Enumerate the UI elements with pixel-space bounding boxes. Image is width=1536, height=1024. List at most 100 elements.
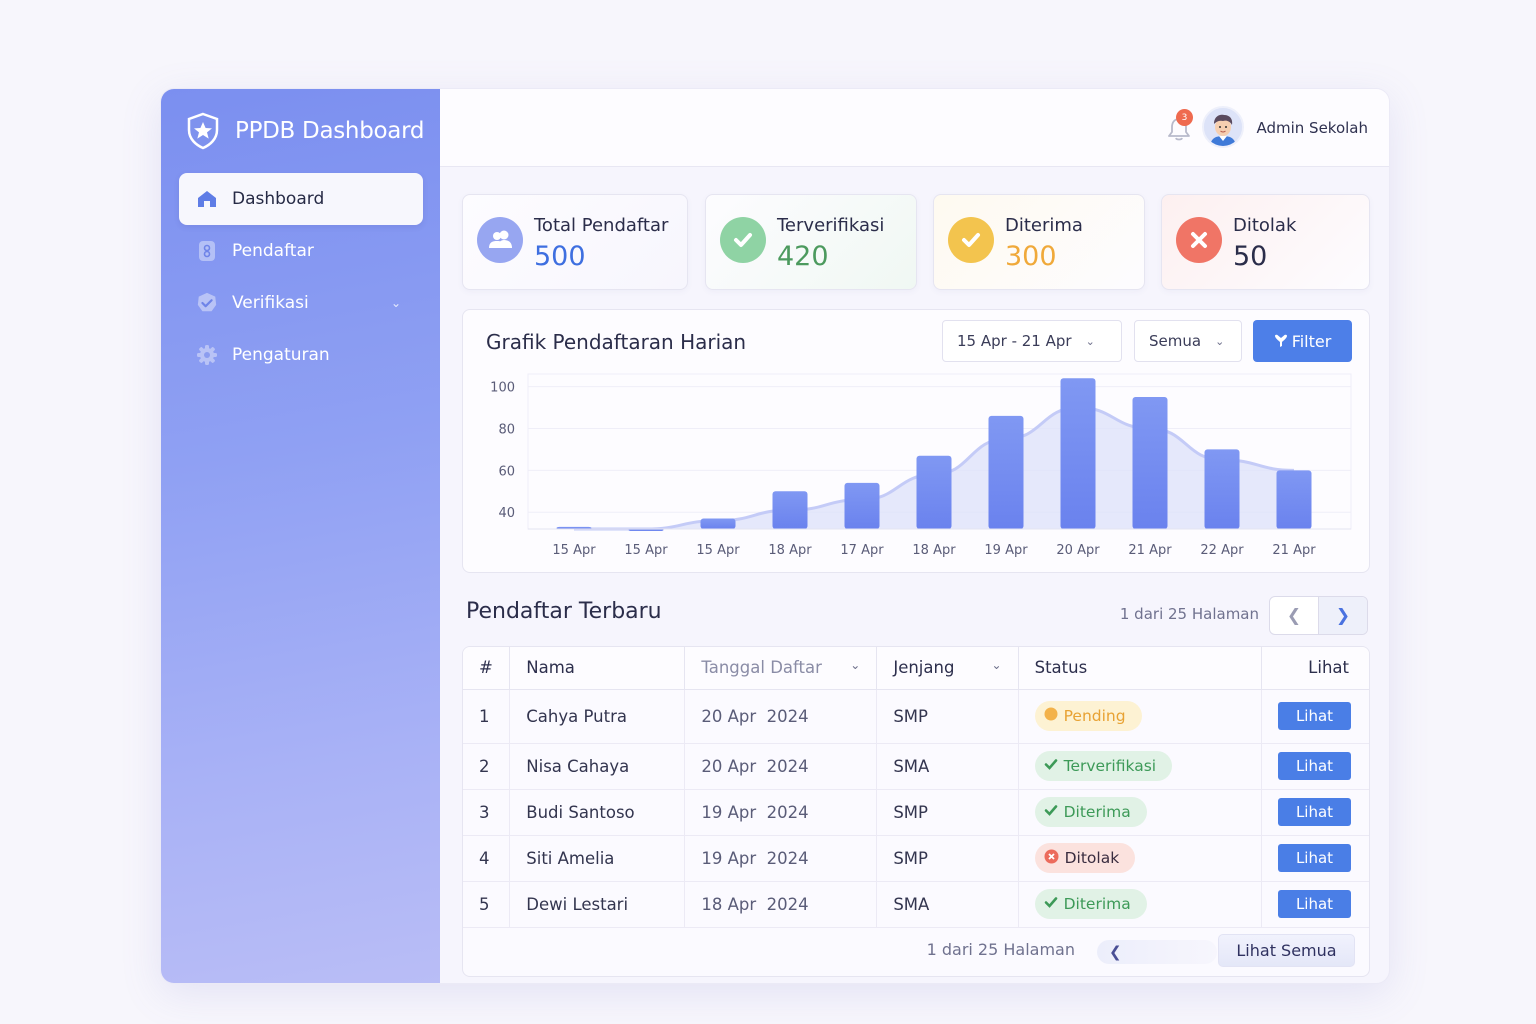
- row-date: 20 Apr 2024: [684, 743, 878, 790]
- check-badge-icon: [196, 292, 218, 314]
- stat-value: 300: [1005, 241, 1057, 272]
- row-action: Lihat: [1261, 789, 1369, 836]
- y-tick-label: 100: [490, 381, 515, 396]
- page-info: 1 dari 25 Halaman: [1119, 605, 1259, 623]
- shield-star-icon: [187, 112, 219, 150]
- chevron-left-icon: ❮: [1286, 605, 1302, 626]
- x-tick-label: 18 Apr: [912, 543, 956, 558]
- row-status: Ditolak: [1018, 835, 1263, 882]
- view-button[interactable]: Lihat: [1278, 752, 1351, 780]
- chart-bar[interactable]: [700, 518, 736, 529]
- col-level[interactable]: Jenjang ⌄: [876, 647, 1019, 690]
- table-row: 1 Cahya Putra 20 Apr 2024 SMP Pending Li…: [463, 689, 1369, 744]
- row-level: SMP: [876, 689, 1019, 744]
- status-badge: Terverifikasi: [1034, 751, 1173, 781]
- sidebar-item-dashboard[interactable]: Dashboard: [179, 173, 423, 225]
- avatar[interactable]: [1202, 106, 1244, 148]
- row-action: Lihat: [1261, 689, 1369, 744]
- stat-card-total[interactable]: Total Pendaftar 500: [462, 194, 688, 290]
- x-tick-label: 15 Apr: [624, 543, 668, 558]
- chevron-down-icon[interactable]: ⌄: [390, 296, 401, 310]
- row-action: Lihat: [1261, 835, 1369, 882]
- status-badge: Diterima: [1034, 797, 1147, 827]
- row-status: Terverifikasi: [1018, 743, 1263, 790]
- y-tick-label: 60: [498, 464, 515, 479]
- row-date: 19 Apr 2024: [684, 789, 878, 836]
- check-icon: [948, 217, 994, 263]
- category-value: Semua: [1149, 332, 1202, 350]
- row-number: 5: [463, 881, 511, 928]
- x-tick-label: 19 Apr: [984, 543, 1028, 558]
- row-number: 4: [463, 835, 511, 882]
- sidebar-item-pendaftar[interactable]: Pendaftar: [179, 225, 423, 277]
- chevron-left-icon: ❮: [1109, 943, 1122, 961]
- app-title: PPDB Dashboard: [235, 118, 425, 144]
- col-date[interactable]: Tanggal Daftar ⌄: [684, 647, 878, 690]
- footer-prev-button[interactable]: ❮: [1097, 940, 1217, 964]
- table-footer: 1 dari 25 Halaman ❮ Lihat Semua: [463, 926, 1369, 976]
- chevron-down-icon[interactable]: ⌄: [850, 658, 861, 673]
- chart-bar[interactable]: [1204, 449, 1240, 529]
- y-tick-label: 80: [498, 422, 515, 437]
- chart-bar[interactable]: [1060, 378, 1096, 529]
- user-name[interactable]: Admin Sekolah: [1256, 119, 1368, 137]
- stat-value: 50: [1233, 241, 1268, 272]
- view-button[interactable]: Lihat: [1278, 844, 1351, 872]
- brand[interactable]: PPDB Dashboard: [183, 111, 424, 151]
- row-level: SMP: [876, 789, 1019, 836]
- check-icon: [1044, 757, 1058, 775]
- row-name: Dewi Lestari: [509, 881, 686, 928]
- sidebar-item-pengaturan[interactable]: Pengaturan: [179, 329, 423, 381]
- chart-bar[interactable]: [988, 415, 1024, 529]
- row-level: SMA: [876, 881, 1019, 928]
- row-date: 19 Apr 2024: [684, 835, 878, 882]
- recent-table-card: # Nama Tanggal Daftar ⌄ Jenjang ⌄ Status…: [462, 646, 1370, 977]
- stat-card-terverifikasi[interactable]: Terverifikasi 420: [705, 194, 917, 290]
- chevron-down-icon: ⌄: [1215, 334, 1225, 348]
- chart-bar[interactable]: [772, 491, 808, 529]
- row-number: 3: [463, 789, 511, 836]
- daily-registration-chart: 40 60 80 100 15 Apr 15 Apr 15 Apr 18 Apr 17 Apr 1…: [490, 373, 1352, 558]
- chart-bar[interactable]: [916, 455, 952, 529]
- row-date: 18 Apr 2024: [684, 881, 878, 928]
- home-icon: [196, 188, 218, 210]
- chart-card: 40 60 80 100 15 Apr 15 Apr 15 Apr 18 Apr 17 Apr 1…: [462, 309, 1370, 573]
- row-name: Siti Amelia: [509, 835, 686, 882]
- prev-page-button[interactable]: ❮: [1270, 597, 1319, 634]
- table-row: 2 Nisa Cahaya 20 Apr 2024 SMA Terverifik…: [463, 743, 1369, 790]
- x-tick-label: 22 Apr: [1200, 543, 1244, 558]
- table-header-row: # Nama Tanggal Daftar ⌄ Jenjang ⌄ Status…: [463, 647, 1369, 690]
- row-name: Cahya Putra: [509, 689, 686, 744]
- row-status: Diterima: [1018, 881, 1263, 928]
- chart-bar[interactable]: [1276, 470, 1312, 529]
- recent-title: Pendaftar Terbaru: [466, 599, 662, 624]
- category-dropdown[interactable]: Semua ⌄: [1134, 320, 1242, 362]
- stat-card-diterima[interactable]: Diterima 300: [933, 194, 1145, 290]
- date-range-dropdown[interactable]: 15 Apr - 21 Apr ⌄: [942, 320, 1122, 362]
- status-badge: Pending: [1034, 701, 1142, 731]
- chevron-down-icon[interactable]: ⌄: [991, 658, 1002, 673]
- view-button[interactable]: Lihat: [1278, 890, 1351, 918]
- next-page-button[interactable]: ❯: [1319, 597, 1367, 634]
- sidebar-item-verifikasi[interactable]: Verifikasi ⌄: [179, 277, 423, 329]
- row-status: Pending: [1018, 689, 1263, 744]
- stat-value: 420: [777, 241, 829, 272]
- chart-bar[interactable]: [844, 482, 880, 529]
- notification-badge: 3: [1176, 109, 1193, 126]
- chart-bar[interactable]: [556, 526, 592, 529]
- chart-bar[interactable]: [1132, 397, 1168, 529]
- id-card-icon: [196, 240, 218, 262]
- view-button[interactable]: Lihat: [1278, 798, 1351, 826]
- col-level-label: Jenjang: [893, 658, 955, 678]
- status-label: Pending: [1063, 707, 1126, 725]
- sidebar-item-label: Pengaturan: [232, 345, 330, 365]
- view-button[interactable]: Lihat: [1278, 702, 1351, 730]
- x-tick-label: 20 Apr: [1056, 543, 1100, 558]
- col-status: Status: [1018, 647, 1263, 690]
- row-number: 1: [463, 689, 511, 744]
- filter-button[interactable]: Filter: [1253, 320, 1352, 362]
- table-row: 4 Siti Amelia 19 Apr 2024 SMP Ditolak Li…: [463, 835, 1369, 882]
- x-tick-label: 15 Apr: [696, 543, 740, 558]
- view-all-button[interactable]: Lihat Semua: [1218, 934, 1355, 967]
- stat-card-ditolak[interactable]: Ditolak 50: [1161, 194, 1370, 290]
